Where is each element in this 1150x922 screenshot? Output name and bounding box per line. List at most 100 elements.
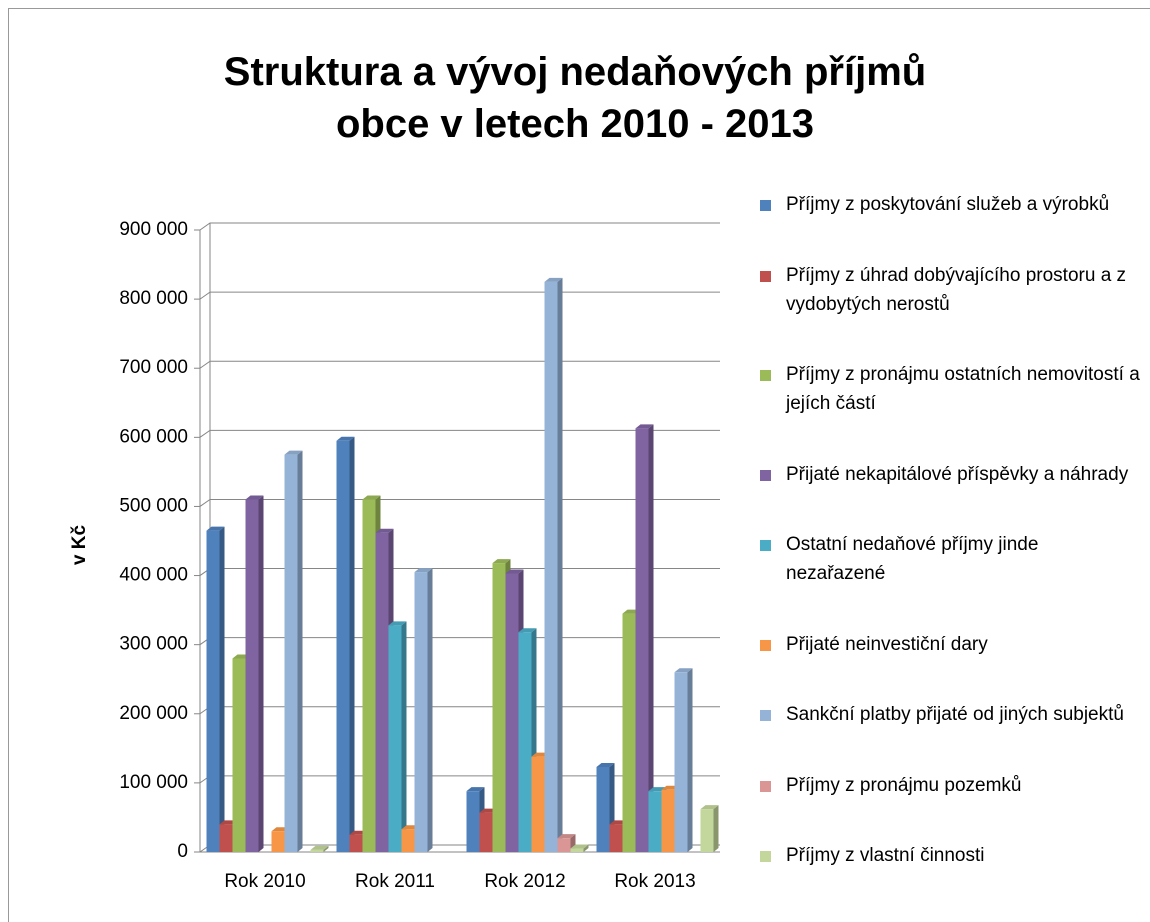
bar-side [427, 568, 433, 852]
bar-side [258, 495, 264, 852]
bar [505, 573, 519, 852]
bar [700, 809, 714, 852]
legend-item: Přijaté neinvestiční dary [760, 630, 1140, 659]
legend-swatch [760, 200, 771, 211]
bar-side [648, 424, 654, 852]
legend-item: Přijaté nekapitálové příspěvky a náhrady [760, 460, 1140, 489]
bar [362, 499, 376, 852]
x-tick-label: Rok 2011 [355, 871, 435, 892]
bar [336, 440, 350, 852]
bar [596, 766, 610, 852]
y-tick-label: 700 000 [119, 357, 188, 378]
y-tick-label: 500 000 [119, 495, 188, 516]
bar [544, 281, 558, 852]
legend-label: Příjmy z úhrad dobývajícího prostoru a z… [786, 264, 1127, 315]
bar [401, 829, 415, 852]
legend-label: Příjmy z poskytování služeb a výrobků [786, 194, 1110, 215]
y-tick-label: 300 000 [119, 634, 188, 655]
bar-side [401, 621, 407, 852]
legend-item: Příjmy z pronájmu ostatních nemovitostí … [760, 360, 1140, 418]
y-tick-label: 200 000 [119, 703, 188, 724]
x-tick-label: Rok 2010 [224, 871, 305, 892]
chart-title: Struktura a vývoj nedaňových příjmů obce… [223, 50, 927, 146]
bar-side [557, 277, 563, 852]
legend-swatch [760, 851, 771, 862]
bar [609, 824, 623, 852]
chart-frame [8, 8, 1150, 922]
bar-top [596, 762, 615, 767]
bar [414, 572, 428, 852]
grid-line [199, 291, 720, 300]
bar [479, 812, 493, 852]
bar [531, 756, 545, 852]
bar [284, 454, 298, 852]
y-tick-label: 100 000 [119, 772, 188, 793]
bar-top [700, 805, 719, 810]
legend-item: Příjmy z pronájmu pozemků [760, 771, 1140, 800]
bar-top [635, 424, 654, 429]
bar [674, 672, 688, 852]
legend-label: Přijaté nekapitálové příspěvky a náhrady [786, 463, 1129, 485]
bar [635, 428, 649, 852]
legend-label: Přijaté neinvestiční dary [786, 633, 988, 655]
legend-item: Příjmy z poskytování služeb a výrobků [760, 190, 1140, 219]
bar [661, 789, 675, 852]
legend-swatch [760, 270, 771, 282]
legend: Příjmy z poskytování služeb a výrobků Pří… [760, 190, 1140, 870]
bar [466, 791, 480, 852]
legend-item: Ostatní nedaňové příjmy jinde nezařazené [760, 530, 1140, 588]
bar-top [505, 569, 524, 574]
legend-item: Příjmy z úhrad dobývajícího prostoru a z… [760, 261, 1140, 319]
bar [518, 632, 532, 852]
bar [271, 831, 285, 852]
bar-top [310, 845, 329, 850]
bar-top [492, 559, 511, 564]
bar [232, 658, 246, 852]
bar-top [245, 495, 264, 500]
legend-label: Příjmy z vlastní činnosti [786, 845, 985, 866]
bar-top [466, 787, 485, 792]
bar [570, 848, 584, 852]
y-tick-label: 0 [177, 841, 188, 862]
bar-side [583, 844, 589, 852]
x-tick-label: Rok 2012 [484, 871, 565, 892]
bar-top [518, 628, 537, 633]
y-axis-label: v Kč [69, 525, 90, 566]
y-tick-label: 900 000 [119, 219, 188, 240]
bar [648, 791, 662, 852]
bar-top [674, 668, 693, 673]
legend-swatch [760, 710, 771, 721]
bar [310, 849, 324, 852]
legend-swatch [760, 370, 771, 381]
bar [219, 824, 233, 852]
bar-top [388, 621, 407, 626]
bar-side [687, 668, 693, 852]
legend-label: Příjmy z pronájmu ostatních nemovitostí … [786, 364, 1140, 414]
grid-line [199, 222, 720, 231]
legend-swatch [760, 780, 771, 792]
y-tick-label: 600 000 [119, 426, 188, 447]
bar-side [323, 845, 329, 852]
bar-side [297, 450, 303, 852]
grid-line [199, 360, 720, 369]
bar [375, 532, 389, 852]
y-tick-label: 400 000 [119, 565, 188, 586]
bar [349, 834, 363, 852]
bar [388, 625, 402, 852]
bar [206, 530, 220, 852]
bar-top [557, 834, 576, 839]
bar-top [570, 844, 589, 849]
bar [492, 563, 506, 852]
bar-side [219, 526, 225, 852]
legend-label: Sankční platby přijaté od jiných subjekt… [786, 704, 1124, 725]
x-tick-label: Rok 2013 [614, 871, 695, 892]
legend-swatch [760, 469, 771, 481]
bar-side [349, 436, 355, 852]
bar-top [284, 450, 303, 455]
bar-top [362, 495, 381, 500]
y-tick-label: 800 000 [119, 288, 188, 309]
bar-top [206, 526, 225, 531]
bar [557, 838, 571, 852]
legend-label: Příjmy z pronájmu pozemků [786, 774, 1022, 796]
bar-top [414, 568, 433, 573]
